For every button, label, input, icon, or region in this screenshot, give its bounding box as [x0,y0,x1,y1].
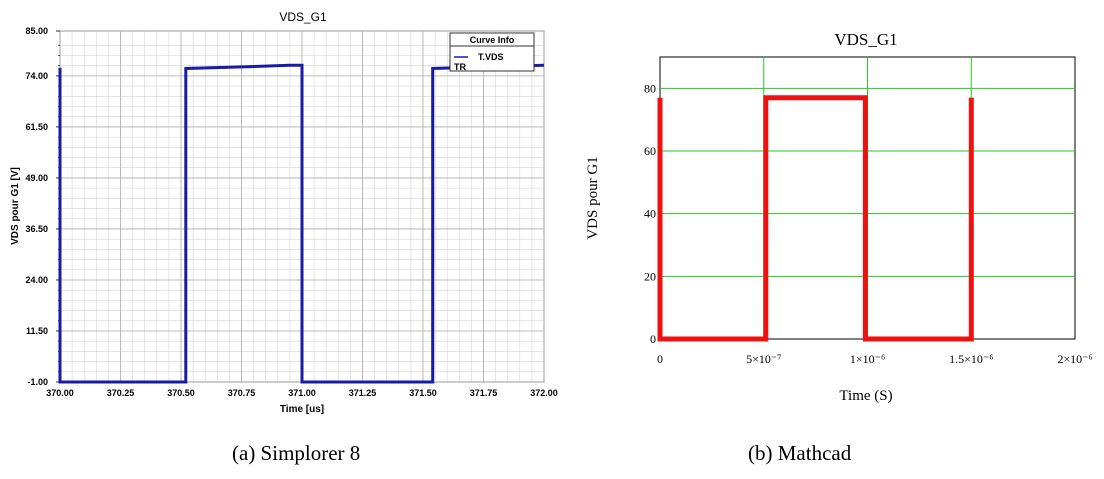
x-tick-label: 370.50 [167,388,195,398]
x-tick-label: 2×10⁻⁶ [1057,352,1092,366]
x-tick-label: 371.75 [470,388,498,398]
simplorer-grid [59,30,545,383]
caption-simplorer: (a) Simplorer 8 [232,441,361,465]
legend-entry-tvds: T.VDS [478,52,504,62]
simplorer-title: VDS_G1 [279,10,327,24]
simplorer-chart: VDS_G1 370.00 370.25 370.50 370.75 371.00 371… [10,10,558,415]
legend-entry-tr: TR [454,62,466,72]
series-line-vds [657,95,974,342]
mathcad-ylabel: VDS pour G1 [585,156,601,239]
mathcad-title: VDS_G1 [834,30,897,49]
simplorer-legend: Curve Info T.VDS TR [449,32,535,72]
legend-box [449,32,535,72]
caption-mathcad: (b) Mathcad [748,441,852,465]
x-tick-label: 371.25 [349,388,377,398]
legend-title: Curve Info [470,35,515,45]
y-tick-label: 80 [644,81,656,95]
x-tick-label: 1×10⁻⁶ [850,352,885,366]
y-tick-label: 24.00 [25,275,48,285]
mathcad-xlabel: Time (S) [839,388,892,404]
simplorer-xlabel: Time [us] [280,404,324,415]
y-tick-label: 0 [650,332,656,346]
y-tick-label: 85.00 [25,26,48,36]
y-tick-label: 74.00 [25,71,48,81]
simplorer-ticks: 370.00 370.25 370.50 370.75 371.00 371.25 371.… [25,26,557,398]
x-tick-label: 0 [657,352,663,366]
y-tick-label: 20 [644,269,656,283]
y-tick-label: 60 [644,144,656,158]
mathcad-ticks: 0 5×10⁻⁷ 1×10⁻⁶ 1.5×10⁻⁶ 2×10⁻⁶ 0 20 40 60 80 [644,81,1093,366]
y-tick-label: -1.00 [27,377,48,387]
y-tick-label: 49.00 [25,173,48,183]
x-tick-label: 371.50 [409,388,437,398]
x-tick-label: 370.75 [228,388,256,398]
simplorer-series [58,63,545,384]
simplorer-ylabel: VDS pour G1 [V] [10,167,21,245]
x-tick-label: 371.00 [288,388,316,398]
x-tick-label: 372.00 [530,388,558,398]
x-tick-label: 5×10⁻⁷ [746,352,781,366]
x-tick-label: 1.5×10⁻⁶ [949,352,993,366]
y-tick-label: 36.50 [25,224,48,234]
mathcad-series [657,95,974,342]
x-tick-label: 370.00 [46,388,74,398]
series-line-tvds [58,63,545,384]
y-tick-label: 40 [644,207,656,221]
mathcad-chart: VDS_G1 0 5×10⁻⁷ 1×10⁻⁶ 1.5×10⁻⁶ 2×10⁻⁶ 0 20 40 6… [585,30,1093,404]
y-tick-label: 61.50 [25,122,48,132]
y-tick-label: 11.50 [26,326,48,336]
x-tick-label: 370.25 [107,388,135,398]
